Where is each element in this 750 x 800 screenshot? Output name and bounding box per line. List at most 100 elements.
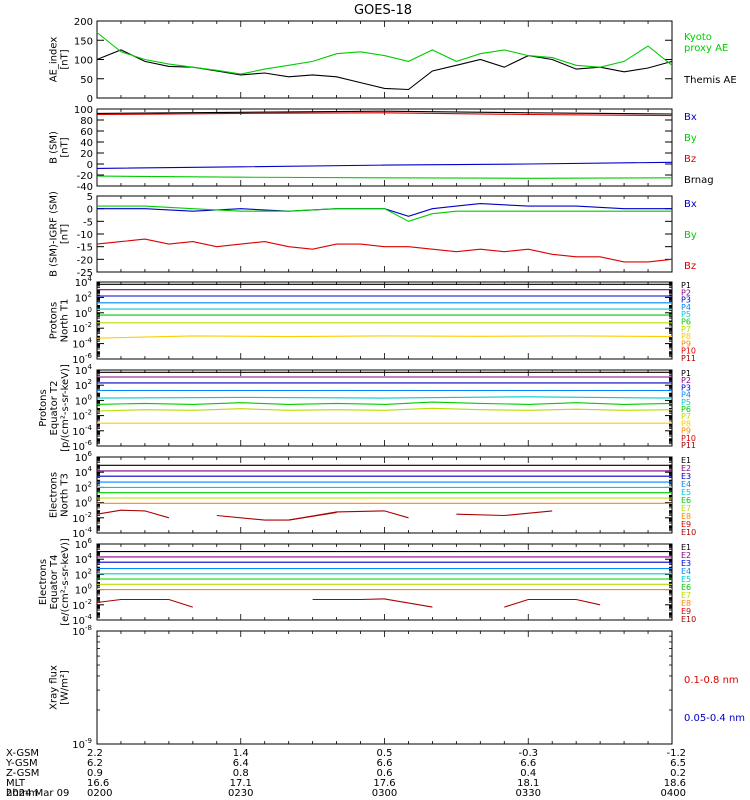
legend-e7: E7 bbox=[681, 504, 691, 513]
series-p6 bbox=[96, 401, 673, 405]
axis-row-value: 0400 bbox=[661, 788, 686, 799]
axis-row-value: 6.4 bbox=[233, 758, 249, 769]
legend-p8: P8 bbox=[681, 332, 691, 341]
panel-frame bbox=[96, 20, 673, 99]
y-tick-label: 106 bbox=[75, 537, 93, 551]
legend-by: By bbox=[684, 133, 697, 144]
y-tick-label: 10-8 bbox=[72, 624, 92, 638]
axis-row-value: 0.6 bbox=[377, 768, 393, 779]
axis-row-value: 18.1 bbox=[517, 778, 539, 789]
panel-3: -25 -20-15 -10 -50 5 B (SM)-IGRF (SM) [nT] Bx By… bbox=[49, 191, 697, 279]
axis-row-label: Y-GSM bbox=[5, 758, 38, 769]
y-tick-label: 0 bbox=[87, 160, 93, 171]
y-tick-label: -40 bbox=[77, 182, 93, 193]
y-tick-label: 80 bbox=[80, 116, 93, 127]
y-tick-label: 60 bbox=[80, 127, 93, 138]
y-axis-label: B (SM)-IGRF (SM) bbox=[49, 191, 60, 277]
legend-by: By bbox=[684, 230, 697, 241]
legend-p10: P10 bbox=[681, 434, 696, 443]
y-tick-label: 10-2 bbox=[72, 598, 92, 612]
legend-p10: P10 bbox=[681, 347, 696, 356]
y-tick-label: -15 bbox=[77, 243, 93, 254]
series-e9 bbox=[96, 509, 170, 519]
legend-e1: E1 bbox=[681, 543, 691, 552]
y-axis-label: Protons bbox=[49, 302, 60, 339]
axis-row-value: 0330 bbox=[516, 788, 541, 799]
legend-p2: P2 bbox=[681, 376, 691, 385]
legend-brnag: Brnag bbox=[684, 175, 714, 186]
y-tick-label: 10-2 bbox=[72, 321, 92, 335]
y-tick-label: 104 bbox=[75, 465, 93, 479]
axis-row-value: -0.3 bbox=[518, 748, 538, 759]
y-axis-label: [nT] bbox=[60, 137, 71, 157]
axis-row-value: 2.2 bbox=[87, 748, 103, 759]
legend-p3: P3 bbox=[681, 296, 691, 305]
panel-frame bbox=[96, 543, 673, 621]
legend-p1: P1 bbox=[681, 369, 691, 378]
legend-p5: P5 bbox=[681, 310, 691, 319]
legend-p5: P5 bbox=[681, 398, 691, 407]
series-by bbox=[97, 205, 672, 222]
series-e9 bbox=[504, 598, 601, 608]
y-tick-label: 104 bbox=[75, 363, 93, 377]
axis-row-value: 6.6 bbox=[520, 758, 536, 769]
legend-e3: E3 bbox=[681, 559, 691, 568]
axis-row-value: 0300 bbox=[372, 788, 397, 799]
legend-e6: E6 bbox=[681, 496, 691, 505]
axis-row-value: 0.4 bbox=[520, 768, 536, 779]
legend-p3: P3 bbox=[681, 383, 691, 392]
axis-row-value: 0.8 bbox=[233, 768, 249, 779]
axis-row-value: 17.1 bbox=[230, 778, 252, 789]
y-tick-label: 10-9 bbox=[72, 737, 92, 751]
y-tick-label: 100 bbox=[74, 56, 93, 67]
axis-date: 2024 Mar 09 bbox=[6, 788, 69, 799]
legend-p6: P6 bbox=[681, 405, 691, 414]
legend-p11: P11 bbox=[681, 441, 696, 450]
y-tick-label: 102 bbox=[75, 567, 92, 581]
y-axis-label: Equator T4 bbox=[49, 555, 60, 610]
y-tick-label: 100 bbox=[74, 105, 93, 116]
y-tick-label: 50 bbox=[80, 75, 93, 86]
y-tick-label: 20 bbox=[80, 149, 93, 160]
panel-frame bbox=[96, 281, 673, 360]
y-tick-label: -20 bbox=[77, 171, 93, 182]
axis-row-label: Z-GSM bbox=[6, 768, 39, 779]
y-axis-label: [W/m²] bbox=[60, 670, 71, 705]
y-tick-label: 100 bbox=[75, 583, 92, 597]
y-axis-label: AE_index bbox=[49, 37, 60, 83]
legend-e6: E6 bbox=[681, 583, 691, 592]
axis-row-value: 18.6 bbox=[664, 778, 686, 789]
legend-p1: P1 bbox=[681, 281, 691, 290]
y-tick-label: 100 bbox=[75, 306, 92, 320]
legend-p2: P2 bbox=[681, 288, 691, 297]
panel-frame bbox=[96, 630, 673, 745]
y-tick-label: 106 bbox=[75, 450, 93, 464]
legend-0-05-0-4-nm: 0.05-0.4 nm bbox=[684, 713, 745, 724]
legend-p4: P4 bbox=[681, 391, 691, 400]
y-axis-label: Equator T2 bbox=[49, 381, 60, 436]
legend-p7: P7 bbox=[681, 325, 691, 334]
axis-row-label: hhmm bbox=[6, 788, 38, 799]
y-axis-label: North T1 bbox=[60, 299, 71, 343]
axis-row-value: 6.2 bbox=[87, 758, 103, 769]
legend-e8: E8 bbox=[681, 599, 691, 608]
y-tick-label: 0 bbox=[87, 94, 93, 105]
y-tick-label: 10-4 bbox=[72, 424, 92, 438]
series-e9 bbox=[216, 511, 337, 521]
legend-e9: E9 bbox=[681, 607, 691, 616]
y-tick-label: 5 bbox=[87, 192, 93, 203]
y-axis-label: Electrons bbox=[38, 559, 49, 605]
time-axis-labels: X-GSM 2.2 1.4 0.5 -0.3 -1.2 Y-GSM 6.2 6.4 6.6 6.6 6… bbox=[5, 748, 686, 799]
series-e9 bbox=[456, 510, 553, 517]
y-tick-label: 10-2 bbox=[72, 409, 92, 423]
legend-bx: Bx bbox=[684, 112, 697, 123]
legend-e1: E1 bbox=[681, 456, 691, 465]
y-axis-label: [nT] bbox=[60, 224, 71, 244]
axis-row-value: 1.4 bbox=[233, 748, 249, 759]
legend-e7: E7 bbox=[681, 591, 691, 600]
y-tick-label: 10-4 bbox=[72, 613, 92, 627]
